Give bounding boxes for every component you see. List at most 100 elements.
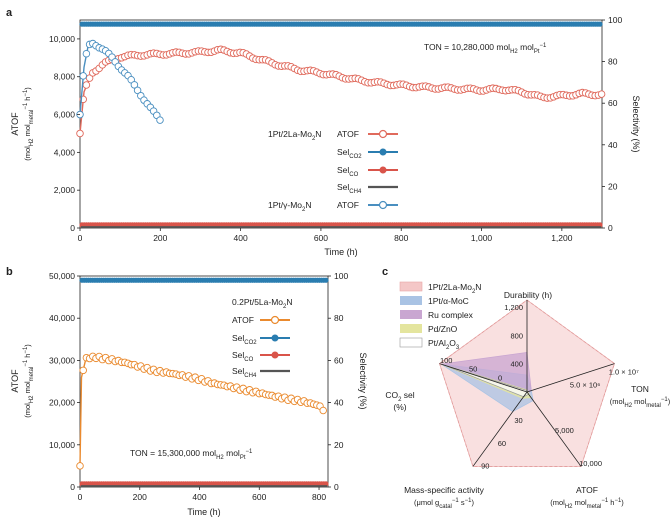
panel-b-yl-tick-label-1: 10,000 [49, 440, 75, 450]
panel-b-ton-annotation: TON = 15,300,000 molH2 molPt−1 [130, 448, 253, 461]
legend-c-swatch-5 [399, 337, 423, 348]
radar-axis-label-mass-activity: Mass-specific activity [404, 485, 485, 495]
legend-c-label-3: Ru complex [428, 310, 474, 320]
radar-axis-label-durability: Durability (h) [504, 290, 552, 300]
panel-letter-a: a [6, 7, 13, 19]
legend-b-selco2-label: SelCO2 [232, 333, 257, 346]
panel-a-y-left-units: (molH2 molmetal−1 h−1) [23, 87, 35, 161]
legend-c-label-4: Pd/ZnO [428, 324, 458, 334]
panel-b-series-1-point-113 [323, 277, 329, 283]
radar-axis-4-line [439, 363, 528, 393]
panel-b-y-left-label: ATOF [10, 369, 20, 393]
radar-axis-label-atof: ATOF [576, 485, 598, 495]
legend-b-atof-marker [270, 315, 280, 325]
panel-a-yl-tick-label-3: 6,000 [54, 110, 76, 120]
legend-b-selch4-label: SelCH4 [232, 366, 257, 379]
panel-a-series-0-point-2 [82, 81, 91, 89]
legend-a-selco-label: SelCO [337, 165, 359, 178]
panel-b-x-tick-label-4: 800 [312, 492, 326, 502]
radar-axis-2-tick-1: 10,000 [579, 459, 602, 468]
panel-a-x-tick-label-3: 600 [314, 233, 328, 243]
legend-a-selco2-label: SelCO2 [337, 147, 362, 160]
panel-b-plot-frame [79, 275, 329, 488]
panel-b-series-0-point-1 [79, 366, 87, 375]
legend-a-selch4-label: SelCH4 [337, 182, 362, 195]
panel-a-x-tick-label-1: 200 [153, 233, 167, 243]
legend-a-atof2-label: ATOF [337, 200, 359, 210]
radar-axis-3-line [472, 391, 528, 467]
panel-b-x-tick-label-0: 0 [78, 492, 83, 502]
panel-b-x-tick-label-3: 600 [252, 492, 266, 502]
panel-a-series-1-point-18 [133, 86, 142, 95]
legend-b-selco2-marker [271, 334, 279, 342]
panel-a-x-tick-label-5: 1,000 [471, 233, 493, 243]
panel-b-yr-tick-label-3: 60 [334, 355, 344, 365]
radar-axis-0-tick-0: 400 [510, 360, 523, 369]
panel-b-yr-tick-label-4: 80 [334, 313, 344, 323]
panel-b-yr-tick-label-2: 40 [334, 398, 344, 408]
radar-axis-4-tick-2: 100 [440, 356, 453, 365]
panel-b-yl-tick-label-4: 40,000 [49, 313, 75, 323]
radar-axis-1-tick-1: 1.0 × 10⁷ [609, 368, 639, 377]
panel-a-x-tick-label-4: 800 [394, 233, 408, 243]
radar-axis-0-tick-2: 1,200 [504, 303, 523, 312]
legend-c-swatch-4 [400, 324, 422, 333]
legend-a-group-2: 1Pt/γ-Mo2N [268, 200, 312, 213]
radar-axis-label-co2-sel: CO2 sel [385, 390, 414, 403]
panel-b-series-2-point-113 [323, 481, 329, 487]
panel-a-y-left-label: ATOF [10, 112, 20, 136]
radar-axis-2-line [526, 391, 582, 467]
panel-b-y-left-units: (molH2 molmetal−1 h−1) [23, 344, 35, 418]
radar-axis-3-tick-1: 60 [498, 439, 506, 448]
legend-a-atof-marker [378, 129, 388, 139]
panel-b-yl-tick-label-3: 30,000 [49, 355, 75, 365]
legend-c-swatch-3 [400, 310, 422, 319]
radar-axis-4-tick-0: 0 [498, 373, 502, 382]
panel-a-series-1-point-25 [156, 116, 164, 124]
panel-a-series-1-point-17 [130, 81, 139, 89]
panel-a-yl-tick-label-0: 0 [70, 223, 75, 233]
legend-c-swatch-2 [400, 296, 422, 305]
panel-a-series-0-point-3 [85, 74, 94, 82]
radar-axis-3-tick-0: 30 [514, 416, 522, 425]
legend-c-label-2: 1Pt/α-MoC [428, 296, 469, 306]
legend-a-atof2-marker [378, 200, 388, 210]
panel-c-legend: 1Pt/2La-Mo2N 1Pt/α-MoC Ru complex Pd/ZnO… [399, 281, 481, 351]
panel-a-yr-tick-label-4: 80 [608, 57, 618, 67]
panel-b-y-right-label: Selectivity (%) [358, 352, 368, 409]
panel-a-yr-tick-label-1: 20 [608, 181, 618, 191]
panel-b-series-0-point-0 [76, 462, 84, 470]
panel-a-series-1-point-2 [82, 49, 91, 58]
panel-b-x-axis-label: Time (h) [187, 507, 220, 517]
panel-a-x-tick-label-0: 0 [78, 233, 83, 243]
panel-a-series-0-point-163 [597, 90, 606, 98]
panel-letter-c: c [382, 266, 388, 278]
legend-a-atof-label: ATOF [337, 129, 359, 139]
panel-b-yl-tick-label-5: 50,000 [49, 271, 75, 281]
panel-a-yl-tick-label-4: 8,000 [54, 72, 76, 82]
panel-a-x-tick-label-2: 400 [234, 233, 248, 243]
panel-a-series-0-point-0 [76, 129, 84, 138]
radar-axis-units-ton: (molH2 molmetal−1) [610, 397, 671, 409]
legend-a-group-1: 1Pt/2La-Mo2N [268, 129, 321, 142]
legend-a-selco2-marker [379, 148, 387, 156]
panel-a-yr-tick-label-5: 100 [608, 15, 622, 25]
panel-b-series-0-point-76 [319, 406, 327, 415]
panel-c-radar-chart: 400 800 1,200 5.0 × 10⁶ 1.0 × 10⁷ 5,000 10,000… [385, 281, 671, 510]
radar-axis-3-tick-2: 90 [481, 462, 489, 471]
radar-axis-units-atof: (molH2 molmetal−1 h−1) [550, 498, 624, 510]
panel-a-series-2-point-237 [597, 21, 603, 27]
radar-axis-units-co2-sel: (%) [393, 402, 406, 412]
radar-axis-1-tick-0: 5.0 × 10⁶ [570, 380, 600, 389]
legend-b-selco-label: SelCO [232, 350, 254, 363]
panel-b-yl-tick-label-0: 0 [70, 482, 75, 492]
radar-axis-0-tick-1: 800 [510, 331, 523, 340]
legend-b-atof-label: ATOF [232, 315, 254, 325]
panel-letter-b: b [6, 266, 13, 278]
panel-b-legend: 0.2Pt/5La-Mo2N ATOF SelCO2 SelCO SelCH4 [232, 297, 293, 379]
legend-c-label-1: 1Pt/2La-Mo2N [428, 282, 481, 295]
panel-a-yr-tick-label-0: 0 [608, 223, 613, 233]
panel-a-x-tick-label-6: 1,200 [551, 233, 573, 243]
legend-c-label-5: Pt/Al2O3 [428, 338, 460, 351]
